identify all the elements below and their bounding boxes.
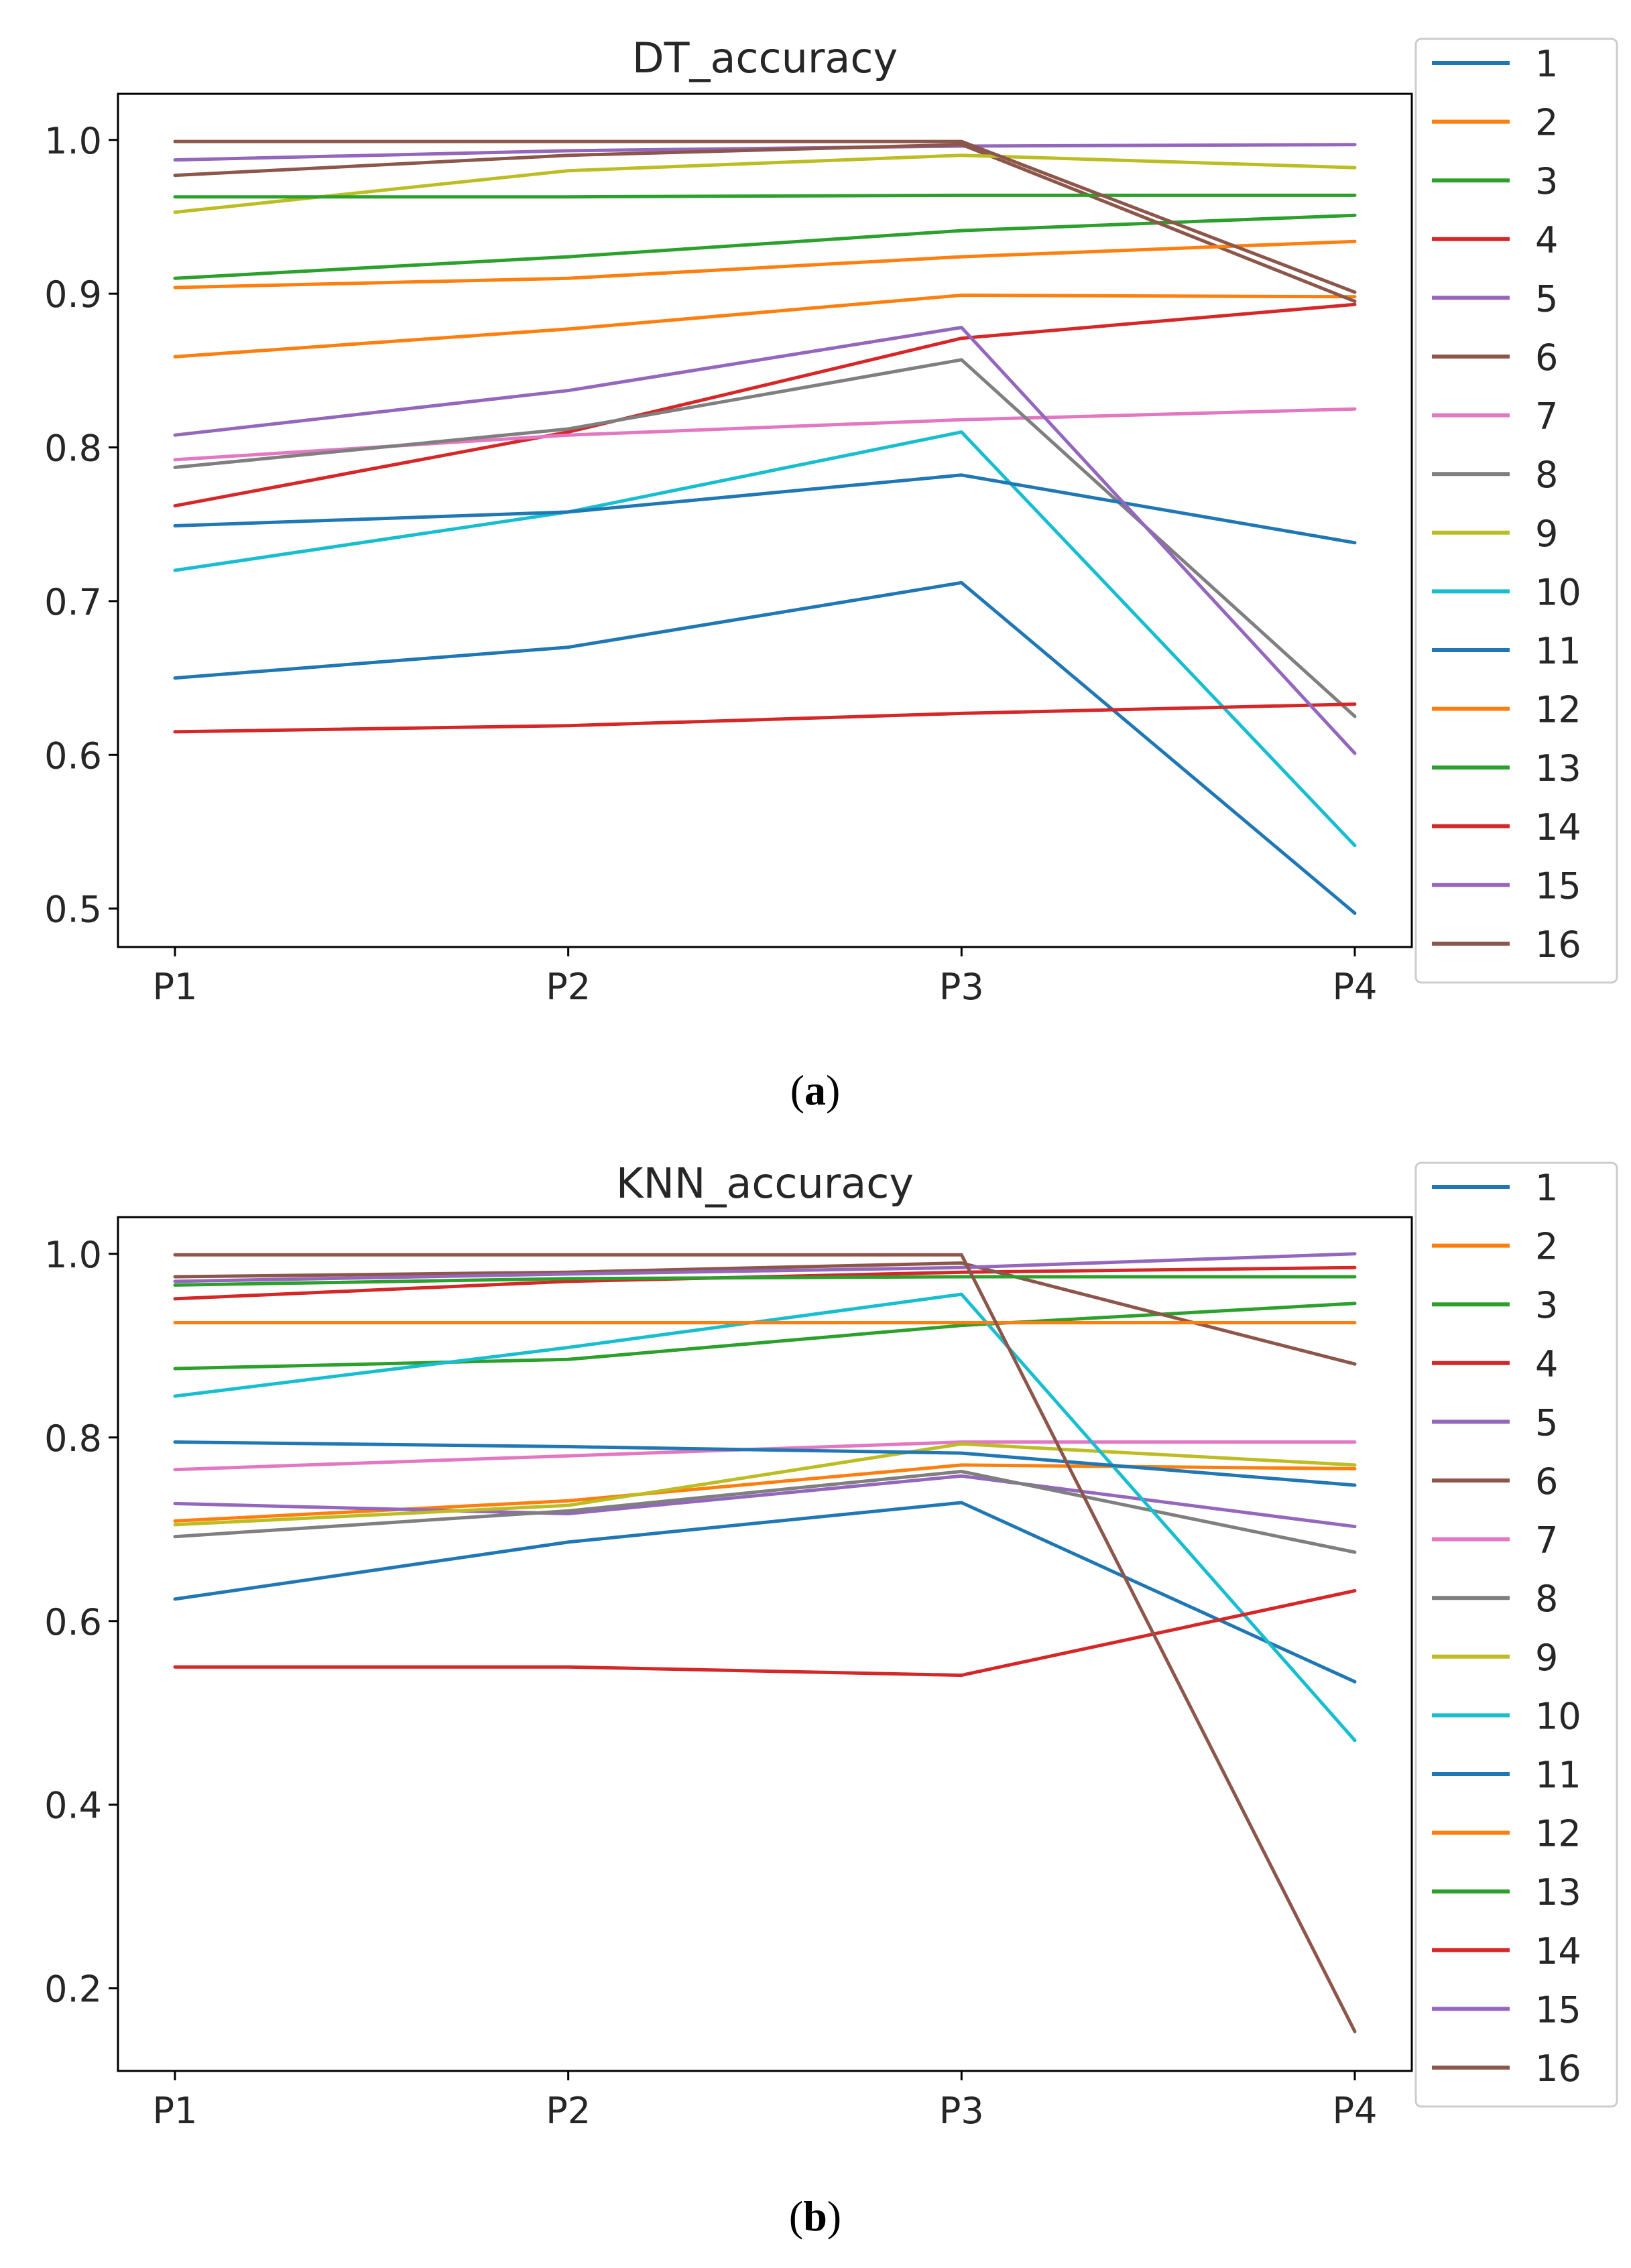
legend-label: 14 [1535, 1930, 1581, 1972]
legend-label: 8 [1535, 454, 1558, 496]
series-line-11 [173, 1440, 1357, 1487]
y-tick-label: 1.0 [44, 1234, 102, 1276]
series-line-5 [173, 1474, 1357, 1529]
series-line-13 [173, 1275, 1357, 1287]
x-tick-label: P3 [939, 2090, 984, 2132]
legend-label: 6 [1535, 1460, 1558, 1503]
legend-label: 2 [1535, 1226, 1558, 1268]
y-tick-label: 0.2 [44, 1968, 102, 2011]
legend-label: 2 [1535, 102, 1558, 144]
x-tick-label: P4 [1333, 966, 1378, 1008]
legend-label: 1 [1535, 43, 1558, 85]
series-line-6 [173, 1261, 1357, 1366]
series-line-11 [173, 473, 1357, 545]
legend-label: 16 [1535, 2048, 1581, 2090]
chart-title: DT_accuracy [632, 34, 898, 82]
chart-title: KNN_accuracy [616, 1159, 914, 1208]
series-line-16 [173, 139, 1357, 294]
legend-label: 13 [1535, 747, 1581, 790]
series-line-14 [173, 1589, 1357, 1678]
legend-label: 12 [1535, 1813, 1581, 1855]
legend-box [1414, 38, 1618, 984]
legend-label: 10 [1535, 571, 1581, 613]
x-tick-label: P2 [546, 966, 591, 1008]
series-line-2 [173, 294, 1357, 359]
x-tick-label: P1 [153, 2090, 198, 2132]
series-line-1 [173, 1501, 1357, 1684]
x-tick-label: P2 [546, 2090, 591, 2132]
y-tick-label: 0.5 [44, 889, 102, 931]
x-tick-label: P3 [939, 966, 984, 1008]
plot-frame [117, 1216, 1413, 2072]
series-line-9 [173, 153, 1357, 214]
legend-label: 15 [1535, 1989, 1581, 2031]
x-tick-label: P1 [153, 966, 198, 1008]
legend-label: 6 [1535, 336, 1558, 379]
y-tick-label: 0.6 [44, 735, 102, 777]
y-tick-label: 0.8 [44, 428, 102, 470]
y-tick-label: 0.8 [44, 1418, 102, 1460]
legend-label: 3 [1535, 160, 1558, 202]
series-line-1 [173, 580, 1357, 915]
series-line-10 [173, 1292, 1357, 1743]
y-tick-label: 0.6 [44, 1601, 102, 1643]
legend-label: 4 [1535, 1343, 1558, 1385]
series-line-12 [173, 239, 1357, 290]
legend-label: 15 [1535, 865, 1581, 907]
series-line-16 [173, 1253, 1357, 2033]
series-line-15 [173, 1252, 1357, 1283]
legend-label: 16 [1535, 924, 1581, 966]
legend-label: 11 [1535, 630, 1581, 672]
legend-label: 7 [1535, 1519, 1558, 1562]
legend-label: 4 [1535, 219, 1558, 261]
y-tick-label: 1.0 [44, 120, 102, 162]
series-line-10 [173, 430, 1357, 848]
legend-label: 11 [1535, 1754, 1581, 1796]
plot-frame [117, 92, 1413, 948]
legend-label: 10 [1535, 1695, 1581, 1737]
legend-label: 9 [1535, 513, 1558, 555]
caption-b: (b) [789, 2192, 841, 2240]
series-line-9 [173, 1442, 1357, 1527]
legend-label: 12 [1535, 689, 1581, 731]
caption-a: (a) [790, 1066, 841, 1114]
y-tick-label: 0.7 [44, 581, 102, 623]
legend-label: 7 [1535, 395, 1558, 438]
legend-label: 14 [1535, 806, 1581, 848]
series-line-8 [173, 1470, 1357, 1554]
legend-box [1414, 1161, 1618, 2108]
series-line-6 [173, 143, 1357, 304]
legend-label: 9 [1535, 1637, 1558, 1679]
legend-label: 1 [1535, 1167, 1558, 1209]
legend-label: 5 [1535, 1401, 1558, 1444]
series-line-2 [173, 1463, 1357, 1523]
legend-label: 5 [1535, 277, 1558, 320]
series-line-14 [173, 702, 1357, 734]
series-line-4 [173, 302, 1357, 508]
series-line-13 [173, 193, 1357, 199]
legend-label: 3 [1535, 1284, 1558, 1326]
y-tick-label: 0.4 [44, 1785, 102, 1827]
legend-label: 13 [1535, 1871, 1581, 1913]
series-line-15 [173, 326, 1357, 755]
legend-label: 8 [1535, 1578, 1558, 1620]
x-tick-label: P4 [1333, 2090, 1378, 2132]
y-tick-label: 0.9 [44, 273, 102, 316]
